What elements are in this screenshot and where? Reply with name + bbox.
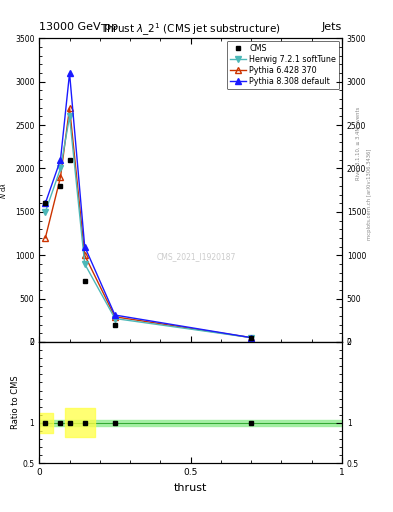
Line: Herwig 7.2.1 softTune: Herwig 7.2.1 softTune [42, 114, 254, 340]
CMS [58, 183, 63, 189]
Pythia 8.308 default [249, 334, 253, 340]
Line: Pythia 6.428 370: Pythia 6.428 370 [42, 105, 254, 340]
Pythia 6.428 370 [83, 252, 87, 258]
Text: Rivet 3.1.10, ≥ 3.4M events: Rivet 3.1.10, ≥ 3.4M events [356, 106, 361, 180]
Pythia 8.308 default [58, 157, 63, 163]
CMS [249, 334, 253, 340]
Herwig 7.2.1 softTune [249, 334, 253, 340]
Herwig 7.2.1 softTune [43, 209, 48, 215]
Line: Pythia 8.308 default: Pythia 8.308 default [42, 70, 254, 340]
Pythia 6.428 370 [43, 235, 48, 241]
Title: Thrust $\lambda$_2$^1$ (CMS jet substructure): Thrust $\lambda$_2$^1$ (CMS jet substruc… [100, 22, 281, 38]
Text: mcplots.cern.ch [arXiv:1306.3436]: mcplots.cern.ch [arXiv:1306.3436] [367, 149, 373, 240]
Herwig 7.2.1 softTune [113, 315, 118, 322]
Pythia 6.428 370 [249, 334, 253, 340]
Pythia 8.308 default [113, 312, 118, 318]
Y-axis label: Ratio to CMS: Ratio to CMS [11, 376, 20, 430]
Pythia 8.308 default [83, 244, 87, 250]
Text: Jets: Jets [321, 22, 342, 32]
Herwig 7.2.1 softTune [58, 165, 63, 172]
Pythia 8.308 default [67, 70, 72, 76]
Legend: CMS, Herwig 7.2.1 softTune, Pythia 6.428 370, Pythia 8.308 default: CMS, Herwig 7.2.1 softTune, Pythia 6.428… [227, 41, 340, 89]
Pythia 6.428 370 [67, 105, 72, 111]
Text: CMS_2021_I1920187: CMS_2021_I1920187 [157, 252, 236, 262]
Herwig 7.2.1 softTune [83, 261, 87, 267]
Text: $\frac{1}{N}\frac{\mathrm{d}N}{\mathrm{d}\lambda}$: $\frac{1}{N}\frac{\mathrm{d}N}{\mathrm{d… [0, 181, 9, 199]
Line: CMS: CMS [43, 157, 253, 340]
CMS [67, 157, 72, 163]
Herwig 7.2.1 softTune [67, 113, 72, 119]
CMS [113, 322, 118, 328]
CMS [43, 200, 48, 206]
Pythia 6.428 370 [113, 314, 118, 320]
Pythia 8.308 default [43, 200, 48, 206]
CMS [83, 278, 87, 284]
Text: 13000 GeV pp: 13000 GeV pp [39, 22, 118, 32]
Pythia 6.428 370 [58, 174, 63, 180]
X-axis label: thrust: thrust [174, 483, 207, 493]
